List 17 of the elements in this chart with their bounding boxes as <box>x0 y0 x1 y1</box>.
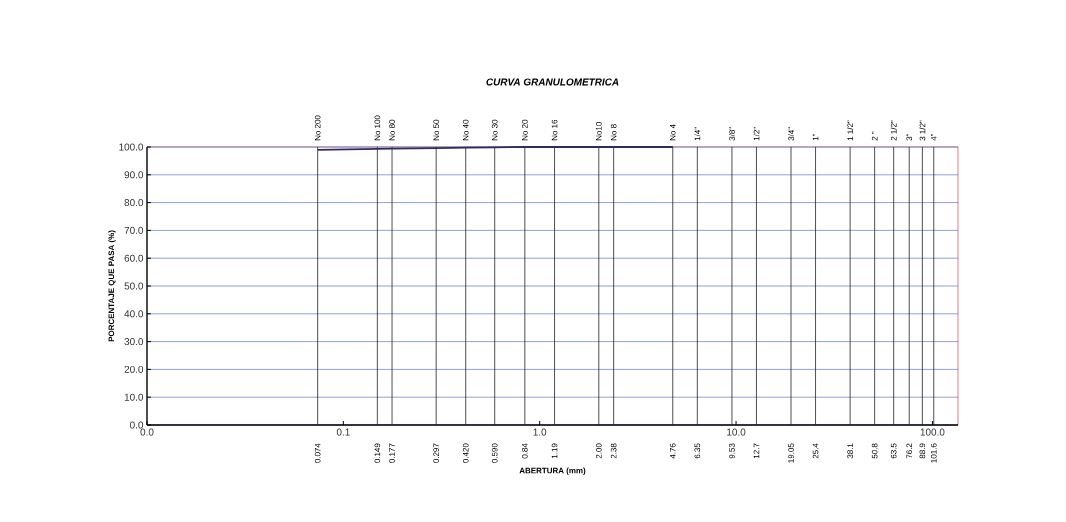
y-tick-label: 70.0 <box>124 226 144 234</box>
y-tick-label: 20.0 <box>124 365 144 373</box>
y-tick-label: 40.0 <box>124 310 144 318</box>
y-tick-label: 50.0 <box>124 282 144 290</box>
y-tick-label: 100.0 <box>119 143 144 151</box>
y-tick-label: 90.0 <box>124 171 144 179</box>
y-tick-label: 60.0 <box>124 254 144 262</box>
y-tick-label: 30.0 <box>124 338 144 346</box>
y-tick-label: 0.0 <box>130 421 144 429</box>
x-tick-label: 0.1 <box>336 428 350 436</box>
y-tick-label: 10.0 <box>124 393 144 401</box>
chart-title: CURVA GRANULOMETRICA <box>486 78 619 86</box>
x-tick-label: 0.0 <box>140 428 154 436</box>
x-tick-label: 1.0 <box>533 428 547 436</box>
x-tick-label: 10.0 <box>727 428 746 436</box>
x-tick-label: 100.0 <box>920 428 945 436</box>
y-tick-label: 80.0 <box>124 199 144 207</box>
